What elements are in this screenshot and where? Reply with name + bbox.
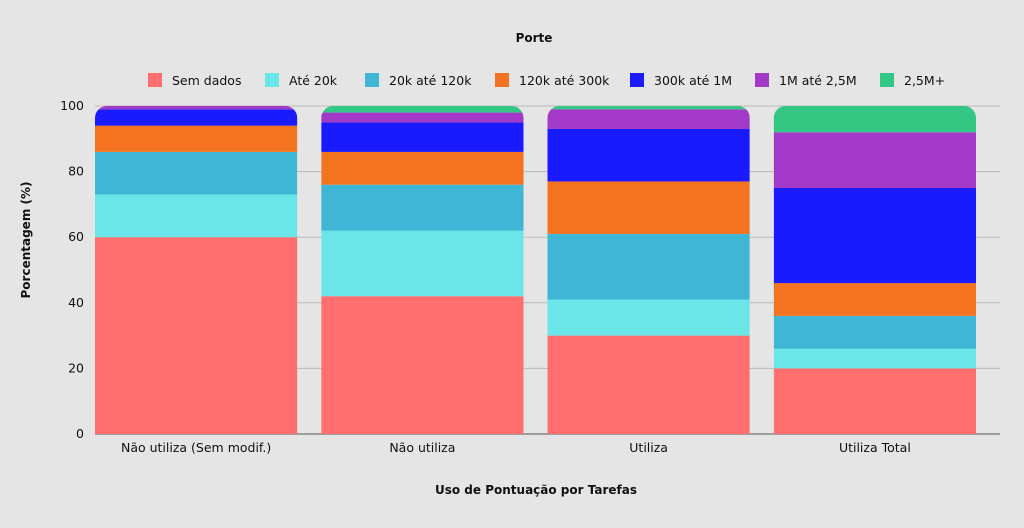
legend-label: Sem dados xyxy=(172,73,241,88)
bar-stack xyxy=(773,106,976,434)
legend-item: 1M até 2,5M xyxy=(755,73,857,88)
legend: Sem dados Até 20k 20k até 120k 120k até 300… xyxy=(148,73,945,88)
bar-segment xyxy=(547,233,750,300)
bar-segment xyxy=(95,194,298,238)
legend-label: 300k até 1M xyxy=(654,73,732,88)
bar-stack xyxy=(321,106,524,434)
legend-label: 120k até 300k xyxy=(519,73,610,88)
bar-segment xyxy=(95,106,298,110)
legend-swatch xyxy=(148,73,162,87)
bar-segment xyxy=(547,106,750,110)
legend-title: Porte xyxy=(516,31,553,45)
bar-segment xyxy=(321,122,524,152)
bar-segment xyxy=(547,335,750,434)
bar-segment xyxy=(547,128,750,182)
legend-swatch xyxy=(880,73,894,87)
bar-segment xyxy=(95,151,298,195)
legend-item: 300k até 1M xyxy=(630,73,732,88)
bar-segment xyxy=(547,109,750,129)
legend-item: Sem dados xyxy=(148,73,241,88)
legend-swatch xyxy=(630,73,644,87)
bar-stack xyxy=(95,106,298,434)
legend-swatch xyxy=(755,73,769,87)
bar-segment xyxy=(321,230,524,297)
legend-item: 120k até 300k xyxy=(495,73,610,88)
bar-segment xyxy=(773,283,976,316)
bar-segment xyxy=(773,315,976,349)
bar-segment xyxy=(321,184,524,231)
legend-label: Até 20k xyxy=(289,73,338,88)
bar-segment xyxy=(547,299,750,336)
bar-segment xyxy=(547,181,750,234)
bar-segment xyxy=(321,151,524,185)
x-tick-label: Não utiliza xyxy=(389,440,455,455)
bar-segment xyxy=(773,106,976,133)
x-axis-ticks: Não utiliza (Sem modif.) Não utiliza Utili… xyxy=(121,440,911,455)
legend-item: 20k até 120k xyxy=(365,73,472,88)
x-axis-label: Uso de Pontuação por Tarefas xyxy=(435,483,637,497)
x-tick-label: Utiliza xyxy=(629,440,668,455)
bar-segment xyxy=(95,109,298,126)
bar-segment xyxy=(773,368,976,434)
bar-segment xyxy=(95,125,298,152)
legend-swatch xyxy=(265,73,279,87)
bar-segment xyxy=(95,237,298,434)
legend-label: 1M até 2,5M xyxy=(779,73,857,88)
bar-segment xyxy=(321,112,524,123)
x-tick-label: Não utiliza (Sem modif.) xyxy=(121,440,271,455)
x-tick-label: Utiliza Total xyxy=(839,440,911,455)
y-tick-label: 80 xyxy=(68,164,84,179)
y-tick-label: 0 xyxy=(76,426,84,441)
y-axis-label: Porcentagem (%) xyxy=(19,182,33,299)
legend-item: Até 20k xyxy=(265,73,338,88)
bar-segment xyxy=(321,296,524,434)
legend-swatch xyxy=(495,73,509,87)
bar-stack xyxy=(547,106,750,434)
bar-segment xyxy=(321,106,524,113)
y-tick-label: 60 xyxy=(68,229,84,244)
bars xyxy=(95,106,976,434)
bar-segment xyxy=(773,132,976,188)
y-tick-label: 20 xyxy=(68,360,84,375)
bar-segment xyxy=(773,188,976,284)
y-tick-label: 40 xyxy=(68,295,84,310)
legend-label: 2,5M+ xyxy=(904,73,945,88)
legend-label: 20k até 120k xyxy=(389,73,472,88)
legend-swatch xyxy=(365,73,379,87)
legend-item: 2,5M+ xyxy=(880,73,945,88)
y-axis-ticks: 0 20 40 60 80 100 xyxy=(60,98,84,441)
bar-segment xyxy=(773,348,976,369)
y-tick-label: 100 xyxy=(60,98,84,113)
